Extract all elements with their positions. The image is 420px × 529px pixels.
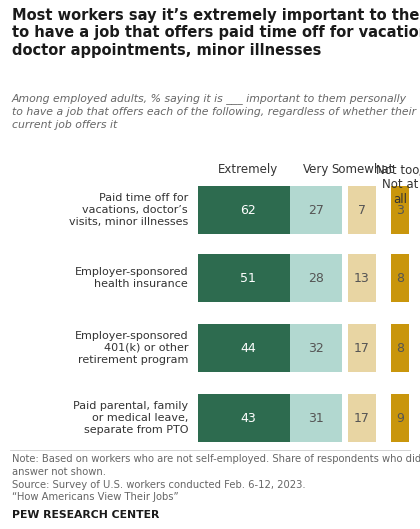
FancyBboxPatch shape [348,186,376,234]
Text: 31: 31 [308,412,324,424]
FancyBboxPatch shape [290,254,342,302]
Text: Paid time off for
vacations, doctor’s
visits, minor illnesses: Paid time off for vacations, doctor’s vi… [69,193,188,227]
FancyBboxPatch shape [290,324,342,372]
FancyBboxPatch shape [391,254,409,302]
Text: 27: 27 [308,204,324,216]
Text: 62: 62 [240,204,256,216]
FancyBboxPatch shape [198,394,298,442]
Text: 8: 8 [396,342,404,354]
Text: 28: 28 [308,271,324,285]
FancyBboxPatch shape [290,186,342,234]
Text: Somewhat: Somewhat [331,163,393,176]
Text: 17: 17 [354,342,370,354]
Text: Most workers say it’s extremely important to them
to have a job that offers paid: Most workers say it’s extremely importan… [12,8,420,58]
Text: 9: 9 [396,412,404,424]
Text: 43: 43 [240,412,256,424]
Text: Among employed adults, % saying it is ___ important to them personally
to have a: Among employed adults, % saying it is __… [12,93,416,130]
FancyBboxPatch shape [391,186,409,234]
Text: Extremely: Extremely [218,163,278,176]
FancyBboxPatch shape [198,324,298,372]
FancyBboxPatch shape [348,254,376,302]
FancyBboxPatch shape [348,394,376,442]
Text: PEW RESEARCH CENTER: PEW RESEARCH CENTER [12,510,159,520]
Text: 8: 8 [396,271,404,285]
Text: Employer-sponsored
401(k) or other
retirement program: Employer-sponsored 401(k) or other retir… [74,331,188,366]
Text: Paid parental, family
or medical leave,
separate from PTO: Paid parental, family or medical leave, … [73,400,188,435]
FancyBboxPatch shape [290,394,342,442]
FancyBboxPatch shape [348,324,376,372]
Text: Employer-sponsored
health insurance: Employer-sponsored health insurance [74,267,188,289]
Text: 7: 7 [358,204,366,216]
FancyBboxPatch shape [391,394,409,442]
FancyBboxPatch shape [198,186,298,234]
Text: 32: 32 [308,342,324,354]
FancyBboxPatch shape [198,254,298,302]
Text: 17: 17 [354,412,370,424]
Text: 44: 44 [240,342,256,354]
FancyBboxPatch shape [391,324,409,372]
Text: Not too/
Not at
all: Not too/ Not at all [376,163,420,206]
Text: 3: 3 [396,204,404,216]
Text: 13: 13 [354,271,370,285]
Text: Very: Very [303,163,329,176]
Text: Note: Based on workers who are not self-employed. Share of respondents who didn’: Note: Based on workers who are not self-… [12,454,420,503]
Text: 51: 51 [240,271,256,285]
